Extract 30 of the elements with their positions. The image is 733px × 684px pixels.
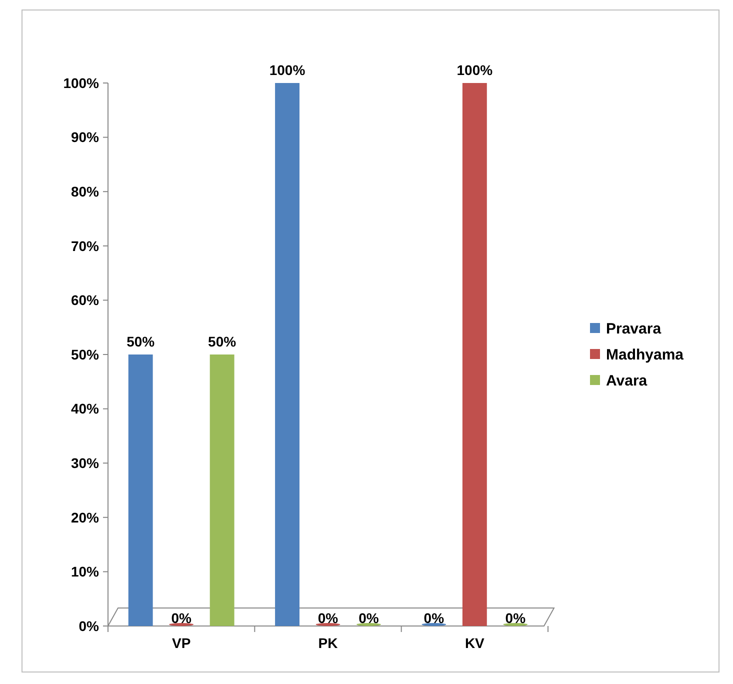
y-tick-label: 50% (70, 346, 100, 362)
bar (275, 83, 300, 626)
data-label: 100% (456, 62, 494, 78)
y-tick-label: 100% (63, 74, 100, 91)
y-tick-label: 30% (70, 455, 100, 471)
y-tick-label: 10% (70, 564, 100, 580)
bar (462, 83, 487, 626)
data-label: 100% (269, 62, 306, 78)
x-tick-label: VP (172, 635, 191, 651)
y-tick-label: 20% (70, 509, 100, 526)
x-tick-label: PK (318, 635, 338, 651)
y-tick-label: 80% (70, 184, 100, 200)
data-label: 0% (318, 610, 339, 626)
bar (128, 354, 153, 626)
y-tick-label: 0% (78, 618, 100, 634)
data-label: 0% (358, 610, 380, 626)
data-label: 0% (424, 610, 445, 626)
y-tick-label: 70% (70, 238, 100, 254)
data-label: 50% (126, 334, 156, 350)
legend-label: Madhyama (606, 346, 684, 364)
x-tick-label: KV (464, 635, 486, 651)
data-label: 50% (208, 334, 237, 350)
bar (210, 354, 234, 626)
y-tick-label: 90% (70, 129, 100, 146)
legend-label: Avara (606, 372, 648, 390)
data-label: 0% (171, 610, 192, 626)
y-tick-label: 40% (70, 400, 100, 417)
data-label: 0% (505, 610, 526, 626)
y-tick-label: 60% (70, 292, 100, 308)
legend-label: Pravara (606, 320, 662, 338)
